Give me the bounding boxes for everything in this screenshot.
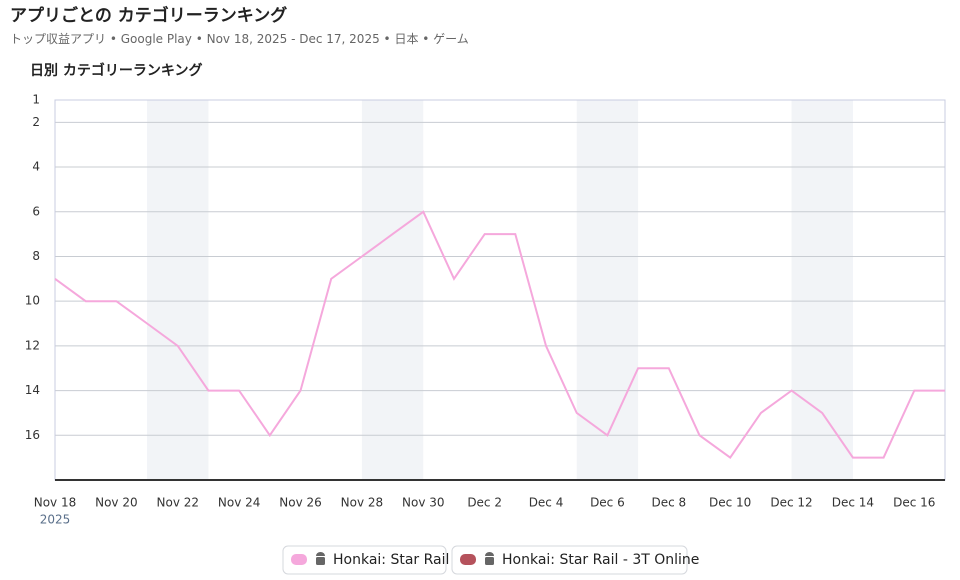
x-tick-label: Nov 20 bbox=[95, 496, 138, 510]
subtitle-part: Nov 18, 2025 - Dec 17, 2025 bbox=[207, 32, 380, 46]
y-tick-label: 2 bbox=[32, 115, 40, 129]
subtitle-part: トップ収益アプリ bbox=[10, 32, 106, 46]
x-tick-label: Dec 14 bbox=[832, 496, 874, 510]
separator: • bbox=[106, 32, 121, 46]
subtitle-part: 日本 bbox=[394, 32, 418, 46]
x-tick-label: Dec 10 bbox=[709, 496, 751, 510]
x-tick-label: Nov 30 bbox=[402, 496, 445, 510]
weekend-band bbox=[576, 100, 639, 480]
x-year-label: 2025 bbox=[40, 513, 71, 527]
weekend-band bbox=[147, 100, 209, 480]
legend-label: Honkai: Star Rail bbox=[333, 552, 449, 568]
x-tick-label: Nov 18 bbox=[34, 496, 77, 510]
page-title: アプリごとの カテゴリーランキング bbox=[10, 5, 287, 26]
x-tick-label: Dec 12 bbox=[770, 496, 812, 510]
y-tick-label: 6 bbox=[32, 204, 40, 218]
x-tick-label: Nov 26 bbox=[279, 496, 322, 510]
y-tick-label: 16 bbox=[25, 428, 40, 442]
legend-swatch bbox=[460, 554, 476, 565]
x-tick-label: Dec 6 bbox=[590, 496, 625, 510]
x-tick-label: Nov 22 bbox=[157, 496, 200, 510]
y-tick-label: 10 bbox=[25, 294, 40, 308]
separator: • bbox=[380, 32, 395, 46]
subtitle-part: Google Play bbox=[121, 32, 192, 46]
legend-item[interactable] bbox=[451, 545, 688, 575]
y-tick-label: 1 bbox=[32, 93, 40, 107]
weekend-band bbox=[791, 100, 853, 480]
x-tick-label: Dec 4 bbox=[529, 496, 564, 510]
x-tick-label: Dec 2 bbox=[467, 496, 502, 510]
platform-icon bbox=[316, 557, 325, 565]
y-tick-label: 12 bbox=[25, 338, 40, 352]
subtitle: トップ収益アプリ • Google Play • Nov 18, 2025 - … bbox=[10, 32, 469, 46]
platform-icon-head bbox=[316, 552, 325, 556]
y-tick-label: 14 bbox=[25, 383, 40, 397]
series-line bbox=[54, 210, 945, 460]
legend-label: Honkai: Star Rail - 3T Online bbox=[502, 552, 699, 568]
platform-icon-head bbox=[485, 552, 494, 556]
weekend-band bbox=[361, 100, 424, 480]
x-tick-label: Dec 8 bbox=[651, 496, 686, 510]
legend-swatch bbox=[291, 554, 307, 565]
subtitle-part: ゲーム bbox=[433, 32, 469, 46]
y-tick-label: 4 bbox=[32, 160, 40, 174]
platform-icon bbox=[485, 557, 494, 565]
separator: • bbox=[418, 32, 433, 46]
separator: • bbox=[192, 32, 207, 46]
x-tick-label: Nov 28 bbox=[341, 496, 384, 510]
x-tick-label: Dec 16 bbox=[893, 496, 935, 510]
x-tick-label: Nov 24 bbox=[218, 496, 261, 510]
y-tick-label: 8 bbox=[32, 249, 40, 263]
legend: Honkai: Star Rail Honkai: Star Rail - 3T … bbox=[282, 545, 699, 575]
legend-item[interactable] bbox=[282, 545, 447, 575]
chart-title: 日別 カテゴリーランキング bbox=[30, 62, 202, 79]
